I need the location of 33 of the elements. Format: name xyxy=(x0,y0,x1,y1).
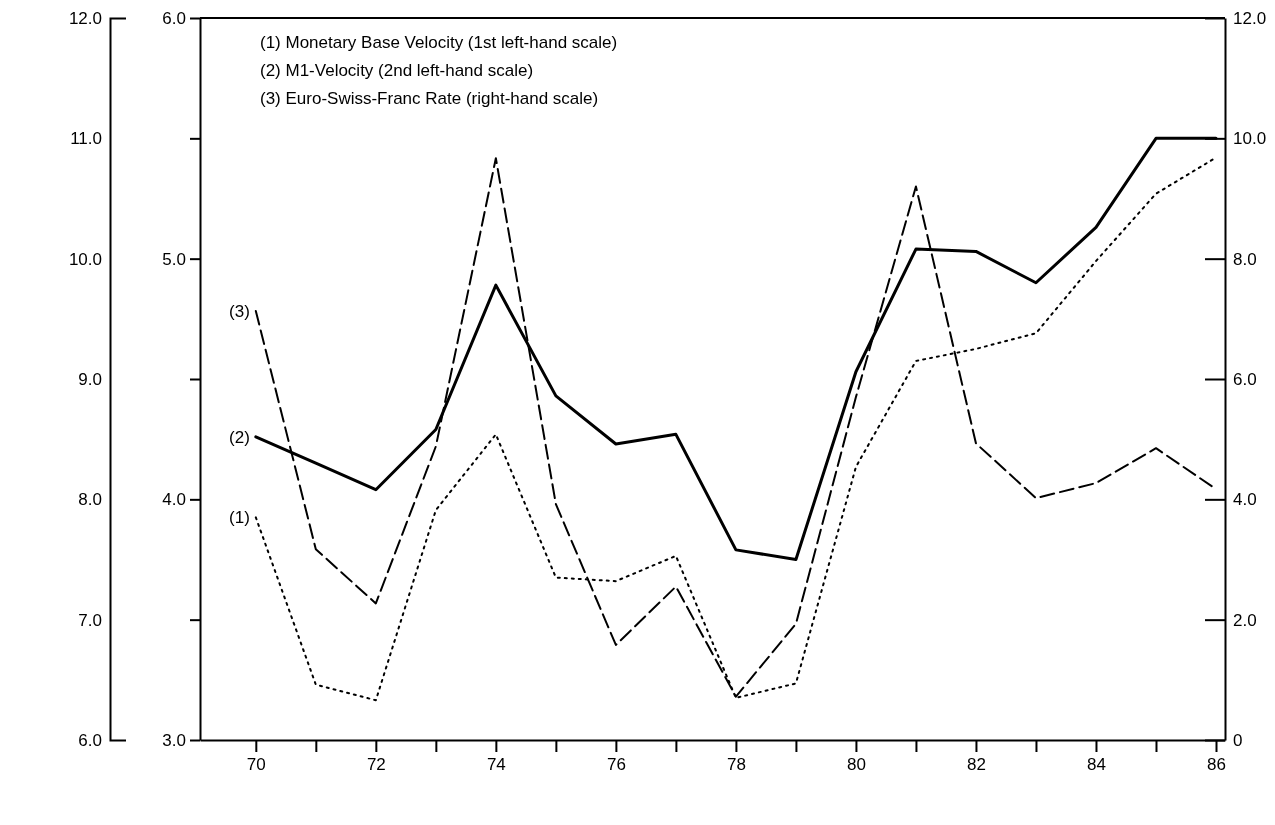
x-tick-label: 80 xyxy=(846,755,866,775)
y3-tick-label: 6.0 xyxy=(1233,369,1257,389)
y2-tick-label: 6.0 xyxy=(162,8,186,28)
series-label: (2) xyxy=(229,427,250,447)
x-tick-label: 78 xyxy=(726,755,746,775)
y-tick-label: 7.0 xyxy=(78,610,102,630)
y3-tick-label: 0 xyxy=(1233,730,1243,750)
y3-tick-label: 12.0 xyxy=(1233,8,1267,28)
series-label: (1) xyxy=(229,508,250,528)
y-tick-label: 11.0 xyxy=(70,129,102,149)
y-tick-label: 12.0 xyxy=(68,8,102,28)
x-tick-label: 72 xyxy=(366,755,386,775)
y2-tick-label: 3.0 xyxy=(162,730,186,750)
y-tick-label: 6.0 xyxy=(78,730,102,750)
y2-tick-label: 5.0 xyxy=(162,249,186,269)
annotation: (3) Euro-Swiss-Franc Rate (right-hand scale) xyxy=(260,89,599,108)
annotation: (1) Monetary Base Velocity (1st left-hand scale) xyxy=(260,33,618,52)
annotation: (2) M1-Velocity (2nd left-hand scale) xyxy=(260,61,534,80)
y3-tick-label: 2.0 xyxy=(1233,610,1257,630)
x-tick-label: 84 xyxy=(1087,755,1106,775)
y3-tick-label: 8.0 xyxy=(1233,249,1257,269)
y3-tick-label: 4.0 xyxy=(1233,490,1257,510)
x-tick-label: 70 xyxy=(246,755,266,775)
y2-tick-label: 4.0 xyxy=(162,490,186,510)
x-tick-label: 82 xyxy=(966,755,986,775)
series-label: (3) xyxy=(229,301,250,321)
y-tick-label: 8.0 xyxy=(78,490,102,510)
y3-tick-label: 10.0 xyxy=(1233,129,1267,149)
x-tick-label: 86 xyxy=(1207,755,1226,775)
x-tick-label: 74 xyxy=(486,755,506,775)
y-tick-label: 10.0 xyxy=(68,249,102,269)
x-tick-label: 76 xyxy=(606,755,626,775)
y-tick-label: 9.0 xyxy=(78,369,102,389)
